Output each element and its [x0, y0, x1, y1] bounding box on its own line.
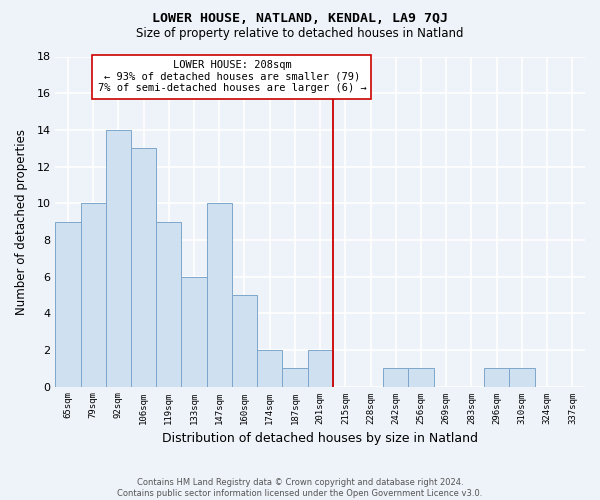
Bar — [257, 350, 283, 387]
Bar — [55, 222, 80, 386]
Bar — [232, 295, 257, 386]
X-axis label: Distribution of detached houses by size in Natland: Distribution of detached houses by size … — [162, 432, 478, 445]
Y-axis label: Number of detached properties: Number of detached properties — [15, 128, 28, 314]
Bar — [206, 203, 232, 386]
Text: Contains HM Land Registry data © Crown copyright and database right 2024.
Contai: Contains HM Land Registry data © Crown c… — [118, 478, 482, 498]
Bar — [484, 368, 509, 386]
Text: Size of property relative to detached houses in Natland: Size of property relative to detached ho… — [136, 28, 464, 40]
Bar — [409, 368, 434, 386]
Text: LOWER HOUSE, NATLAND, KENDAL, LA9 7QJ: LOWER HOUSE, NATLAND, KENDAL, LA9 7QJ — [152, 12, 448, 26]
Bar — [308, 350, 333, 387]
Bar — [283, 368, 308, 386]
Bar — [383, 368, 409, 386]
Text: LOWER HOUSE: 208sqm
← 93% of detached houses are smaller (79)
7% of semi-detache: LOWER HOUSE: 208sqm ← 93% of detached ho… — [98, 60, 366, 94]
Bar — [156, 222, 181, 386]
Bar — [181, 276, 206, 386]
Bar — [131, 148, 156, 386]
Bar — [106, 130, 131, 386]
Bar — [509, 368, 535, 386]
Bar — [80, 203, 106, 386]
